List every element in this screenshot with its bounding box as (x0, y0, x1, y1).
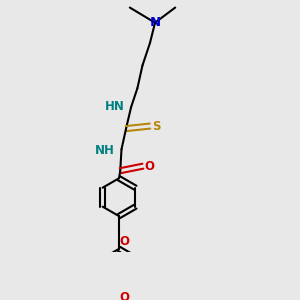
Text: NH: NH (95, 144, 115, 157)
Text: O: O (144, 160, 154, 173)
Text: N: N (149, 16, 161, 29)
Text: O: O (119, 235, 130, 248)
Text: HN: HN (105, 100, 125, 113)
Text: O: O (119, 291, 130, 300)
Text: S: S (152, 120, 160, 133)
